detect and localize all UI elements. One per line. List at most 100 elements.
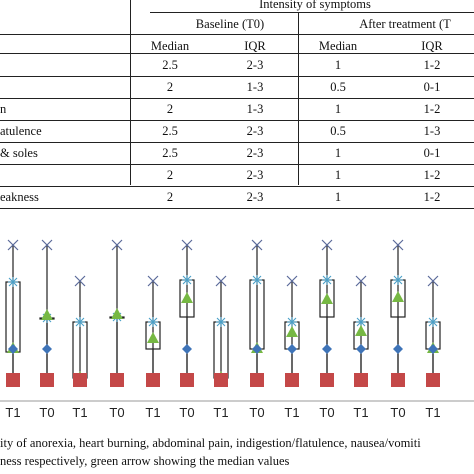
table-rule bbox=[0, 53, 474, 54]
max-marker bbox=[251, 239, 263, 251]
q3-marker bbox=[8, 277, 18, 287]
q3-marker bbox=[148, 317, 158, 327]
row-value: 2-3 bbox=[246, 146, 264, 160]
row-value: 1 bbox=[334, 168, 342, 182]
max-marker bbox=[41, 239, 53, 251]
row-value: 1 bbox=[334, 58, 342, 72]
subheader-iqr: IQR bbox=[421, 39, 443, 53]
table-rule bbox=[0, 120, 474, 121]
min-marker bbox=[250, 373, 264, 387]
row-value: 1-3 bbox=[246, 80, 264, 94]
median-marker bbox=[392, 291, 404, 302]
min-marker bbox=[110, 373, 124, 387]
tick-label: T1 bbox=[284, 405, 299, 420]
row-value: 0-1 bbox=[423, 146, 441, 160]
median-marker bbox=[41, 309, 53, 320]
box-plot: T1 T0 T1 T0 T1 T0 T1 T0 T1 T0 T1 T0 T1 bbox=[0, 239, 474, 420]
q1-marker bbox=[182, 344, 192, 354]
row-value: 2 bbox=[166, 102, 174, 116]
table-rule bbox=[0, 34, 474, 35]
table-rule bbox=[150, 12, 474, 13]
q3-marker bbox=[322, 275, 332, 285]
row-value: 2 bbox=[166, 80, 174, 94]
caption-line-2: ness respectively, green arrow showing t… bbox=[0, 454, 290, 468]
median-marker bbox=[181, 292, 193, 303]
q1-marker bbox=[322, 344, 332, 354]
q3-marker bbox=[356, 317, 366, 327]
median-marker bbox=[355, 325, 367, 336]
row-value: 2-3 bbox=[246, 168, 264, 182]
max-marker bbox=[111, 239, 123, 251]
tick-label: T1 bbox=[145, 405, 160, 420]
row-value: 2.5 bbox=[162, 124, 178, 138]
min-marker bbox=[320, 373, 334, 387]
tick-label: T0 bbox=[39, 405, 54, 420]
max-marker bbox=[427, 275, 439, 287]
min-marker bbox=[391, 373, 405, 387]
tick-label: T0 bbox=[249, 405, 264, 420]
row-value: 0-1 bbox=[423, 80, 441, 94]
row-label: atulence bbox=[0, 124, 42, 138]
row-value: 1 bbox=[334, 190, 342, 204]
tick-label: T0 bbox=[390, 405, 405, 420]
max-marker bbox=[147, 275, 159, 287]
q3-marker bbox=[75, 317, 85, 327]
max-marker bbox=[321, 239, 333, 251]
row-value: 1 bbox=[334, 146, 342, 160]
max-marker bbox=[74, 275, 86, 287]
caption-line-1: ity of anorexia, heart burning, abdomina… bbox=[0, 436, 421, 450]
tick-label: T1 bbox=[353, 405, 368, 420]
q3-marker bbox=[428, 317, 438, 327]
row-value: 1-2 bbox=[423, 102, 441, 116]
max-marker bbox=[355, 275, 367, 287]
q1-marker bbox=[252, 344, 262, 354]
symptom-intensity-table: Intensity of symptoms Baseline (T0) Afte… bbox=[0, 0, 474, 209]
max-marker bbox=[181, 239, 193, 251]
row-value: 2 bbox=[166, 190, 174, 204]
q1-marker bbox=[428, 344, 438, 354]
max-marker bbox=[7, 239, 19, 251]
q1-marker bbox=[8, 344, 18, 354]
row-value: 2.5 bbox=[162, 146, 178, 160]
min-marker bbox=[180, 373, 194, 387]
table-divider bbox=[130, 0, 131, 185]
table-rule bbox=[0, 208, 474, 209]
subheader-median: Median bbox=[318, 39, 358, 53]
q1-marker bbox=[393, 344, 403, 354]
min-marker bbox=[146, 373, 160, 387]
row-value: 2.5 bbox=[162, 58, 178, 72]
q3-marker bbox=[216, 317, 226, 327]
q3-marker bbox=[393, 275, 403, 285]
table-rule bbox=[0, 142, 474, 143]
max-marker bbox=[215, 275, 227, 287]
tick-label: T1 bbox=[425, 405, 440, 420]
row-value: 2-3 bbox=[246, 124, 264, 138]
median-marker bbox=[147, 332, 159, 343]
table-title: Intensity of symptoms bbox=[259, 0, 371, 11]
q3-marker bbox=[252, 275, 262, 285]
row-value: 2 bbox=[166, 168, 174, 182]
tick-label: T1 bbox=[5, 405, 20, 420]
tick-label: T1 bbox=[72, 405, 87, 420]
row-label: & soles bbox=[0, 146, 38, 160]
min-marker bbox=[73, 373, 87, 387]
group-header-baseline: Baseline (T0) bbox=[195, 17, 265, 31]
min-marker bbox=[40, 373, 54, 387]
q3-marker bbox=[287, 317, 297, 327]
min-marker bbox=[426, 373, 440, 387]
min-marker bbox=[354, 373, 368, 387]
median-marker bbox=[321, 293, 333, 304]
max-marker bbox=[286, 275, 298, 287]
q1-marker bbox=[287, 344, 297, 354]
row-label: eakness bbox=[0, 190, 39, 204]
tick-label: T1 bbox=[213, 405, 228, 420]
subheader-median: Median bbox=[150, 39, 190, 53]
tick-label: T0 bbox=[109, 405, 124, 420]
table-rule bbox=[0, 186, 474, 187]
row-value: 1-3 bbox=[246, 102, 264, 116]
row-value: 0.5 bbox=[330, 80, 346, 94]
max-marker bbox=[392, 239, 404, 251]
tick-label: T0 bbox=[319, 405, 334, 420]
row-value: 1-3 bbox=[423, 124, 441, 138]
table-rule bbox=[0, 98, 474, 99]
